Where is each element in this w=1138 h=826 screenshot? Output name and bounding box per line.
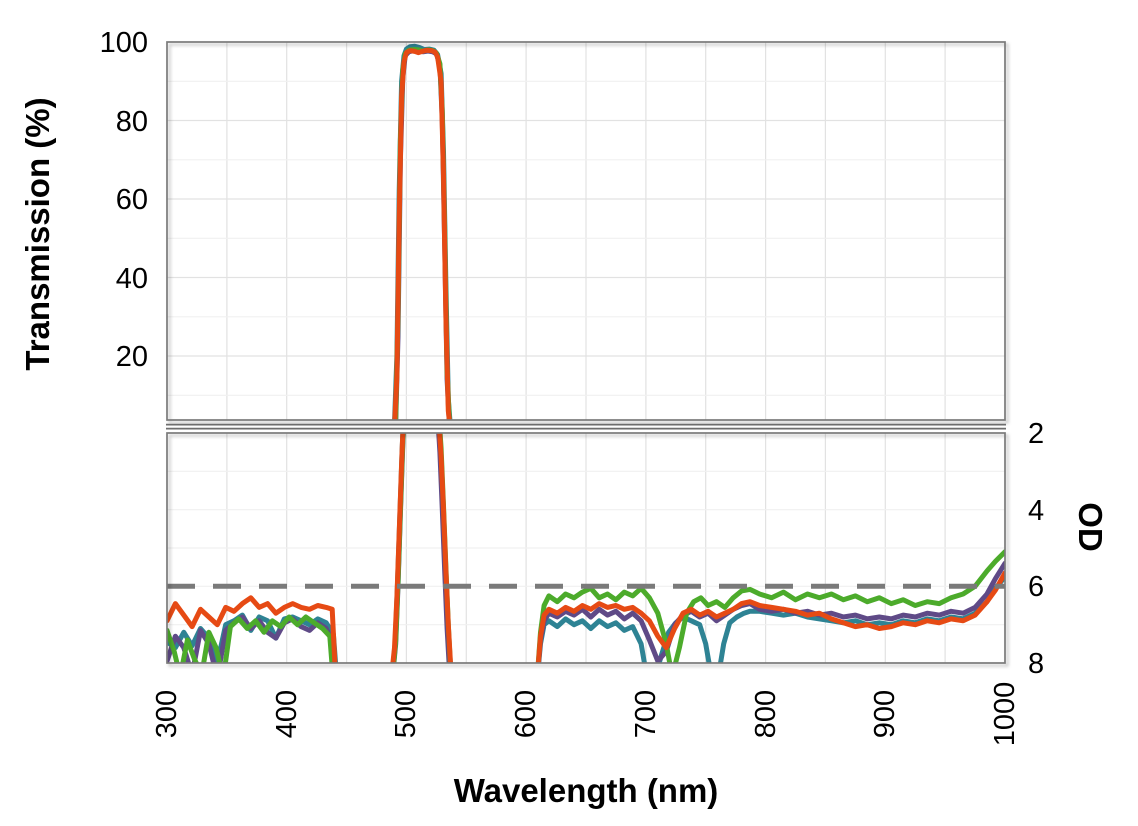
wavelength-tick-400: 400 bbox=[270, 689, 303, 739]
bottom-panel-border bbox=[166, 432, 1006, 664]
curve-orange-transmission bbox=[392, 47, 452, 420]
wavelength-tick-900: 900 bbox=[869, 689, 902, 739]
curve-orange-od bbox=[535, 570, 1005, 663]
wavelength-tick-600: 600 bbox=[510, 689, 543, 739]
y-axis-title-transmission: Transmission (%) bbox=[19, 97, 56, 371]
od-tick-4: 4 bbox=[1028, 494, 1045, 527]
od-curves bbox=[167, 433, 1005, 663]
wavelength-tick-800: 800 bbox=[749, 689, 782, 739]
od-tick-8: 8 bbox=[1028, 648, 1045, 680]
transmission-tick-20: 20 bbox=[115, 341, 148, 373]
transmission-tick-60: 60 bbox=[115, 184, 148, 216]
wavelength-tick-1000: 1000 bbox=[989, 681, 1021, 747]
curve-green-od bbox=[535, 549, 1005, 663]
curve-green-od bbox=[167, 614, 335, 663]
transmission-tick-40: 40 bbox=[115, 262, 148, 295]
wavelength-tick-700: 700 bbox=[629, 689, 662, 739]
transmission-tick-100: 100 bbox=[99, 27, 148, 59]
transmission-tick-80: 80 bbox=[115, 105, 148, 138]
wavelength-tick-300: 300 bbox=[151, 689, 183, 739]
x-axis-title-wavelength: Wavelength (nm) bbox=[453, 772, 719, 809]
transmission-curves bbox=[392, 43, 453, 420]
curve-orange-od bbox=[167, 595, 338, 663]
od-tick-6: 6 bbox=[1028, 571, 1045, 604]
od-tick-2: 2 bbox=[1028, 418, 1045, 450]
top-panel-border bbox=[166, 41, 1006, 421]
wavelength-tick-500: 500 bbox=[390, 689, 423, 739]
curve-orange-od bbox=[390, 433, 453, 663]
